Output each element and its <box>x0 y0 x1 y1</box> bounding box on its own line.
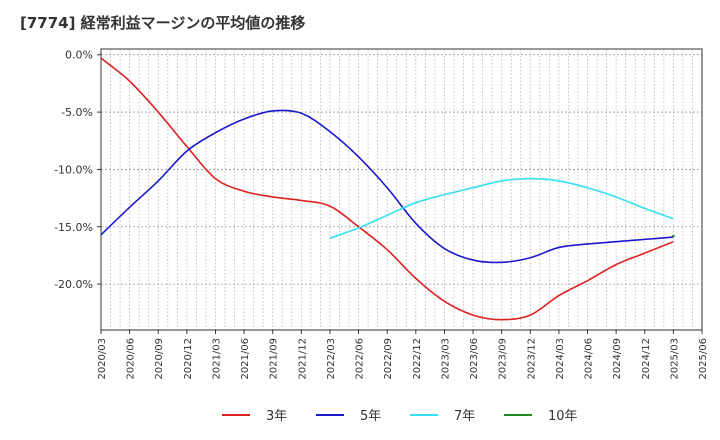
y-tick-label: -15.0% <box>54 221 93 234</box>
x-tick-label: 2024/12 <box>641 338 652 380</box>
x-tick-label: 2021/12 <box>297 338 308 380</box>
y-tick-label: -5.0% <box>61 106 93 119</box>
x-tick-label: 2025/06 <box>698 338 709 380</box>
x-tick-label: 2023/09 <box>498 338 509 380</box>
y-tick-label: 0.0% <box>65 49 93 62</box>
series-line-3 <box>329 177 674 239</box>
legend-label-1: 3年 <box>266 409 287 424</box>
x-tick-label: 2020/09 <box>154 338 165 380</box>
chart-title: [7774] 経常利益マージンの平均値の推移 <box>20 14 306 32</box>
x-tick-label: 2020/12 <box>183 338 194 380</box>
grid-layer <box>101 49 702 330</box>
x-tick-label: 2021/09 <box>269 338 280 380</box>
x-tick-label: 2022/03 <box>326 338 337 380</box>
legend-label-4: 10年 <box>548 409 578 424</box>
legend: 3年 5年 7年 10年 <box>222 409 578 424</box>
x-tick-label: 2023/03 <box>440 338 451 380</box>
y-tick-label: -10.0% <box>54 163 93 176</box>
y-tick-label: -20.0% <box>54 278 93 291</box>
x-tick-label: 2022/09 <box>383 338 394 380</box>
x-tick-label: 2021/06 <box>240 338 251 380</box>
legend-label-2: 5年 <box>360 409 381 424</box>
plot-frame <box>100 48 703 331</box>
x-tick-label: 2022/06 <box>355 338 366 380</box>
x-tick-label: 2021/03 <box>211 338 222 380</box>
series-line-2 <box>100 109 674 264</box>
x-tick-label: 2023/12 <box>526 338 537 380</box>
x-tick-label: 2024/03 <box>555 338 566 380</box>
series-line-1 <box>100 57 674 321</box>
series-layer <box>100 57 675 321</box>
axis-layer: 0.0% -5.0% -10.0% -15.0% -20.0% 2020/03 2020/0… <box>54 48 709 380</box>
x-tick-label: 2024/06 <box>584 338 595 380</box>
x-tick-label: 2024/09 <box>612 338 623 380</box>
x-tick-label: 2020/03 <box>97 338 108 380</box>
x-tick-label: 2022/12 <box>412 338 423 380</box>
legend-label-3: 7年 <box>454 409 475 424</box>
x-tick-label: 2020/06 <box>126 338 137 380</box>
x-tick-label: 2023/06 <box>469 338 480 380</box>
x-tick-label: 2025/03 <box>669 338 680 380</box>
